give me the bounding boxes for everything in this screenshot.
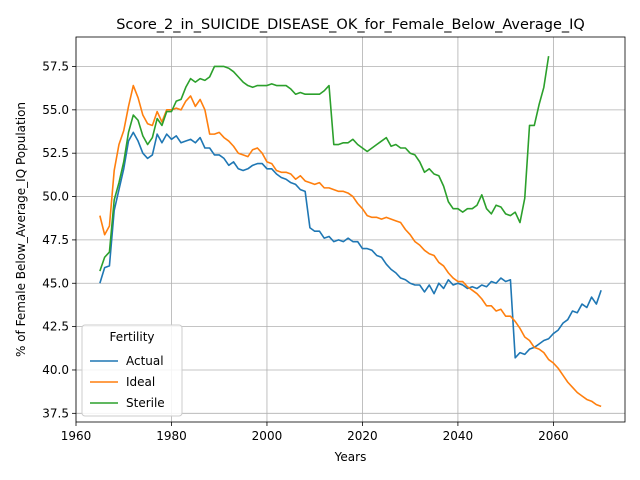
series-line-ideal: [99, 84, 602, 408]
legend-title: Fertility: [109, 330, 154, 344]
y-tick-label: 52.5: [42, 146, 69, 160]
y-tick-label: 37.5: [42, 406, 69, 420]
plot-frame: [75, 36, 626, 423]
y-tick-label: 47.5: [42, 233, 69, 247]
legend-entry-label: Actual: [126, 354, 164, 368]
series-layer: [99, 55, 602, 408]
x-tick-label: 1980: [156, 429, 187, 443]
y-tick-label: 42.5: [42, 320, 69, 334]
y-axis: 37.5 40.0 42.5 45.0 47.5 50.0 52.5 55.0 57.5: [42, 59, 76, 420]
series-line-actual: [99, 131, 602, 359]
y-tick-label: 40.0: [42, 363, 69, 377]
y-tick-label: 55.0: [42, 103, 69, 117]
y-axis-label: % of Female Below_Average_IQ Population: [14, 102, 28, 357]
x-tick-label: 2060: [538, 429, 569, 443]
x-tick-label: 1960: [61, 429, 92, 443]
legend-entry-label: Ideal: [126, 375, 155, 389]
x-tick-label: 2000: [252, 429, 283, 443]
legend-entry-label: Sterile: [126, 396, 165, 410]
y-tick-label: 57.5: [42, 59, 69, 73]
y-tick-label: 45.0: [42, 276, 69, 290]
x-axis-label: Years: [334, 450, 367, 464]
chart-title: Score_2_in_SUICIDE_DISEASE_OK_for_Female…: [116, 17, 585, 33]
y-tick-label: 50.0: [42, 190, 69, 204]
x-tick-label: 2020: [347, 429, 378, 443]
x-axis: 1960 1980 2000 2020 2040 2060: [61, 422, 569, 443]
legend-box: [81, 324, 183, 417]
series-line-sterile: [99, 55, 550, 272]
x-tick-label: 2040: [443, 429, 474, 443]
legend: Fertility Actual Ideal Sterile: [81, 324, 183, 417]
